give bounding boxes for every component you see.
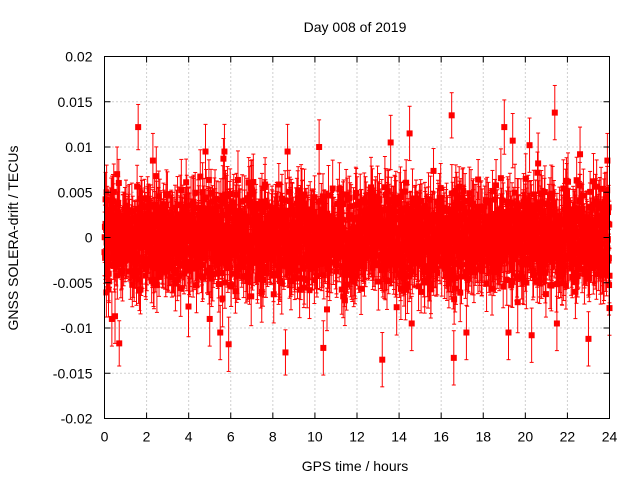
data-marker [160, 256, 167, 263]
data-marker [134, 183, 141, 190]
data-marker [192, 189, 199, 196]
data-marker [233, 191, 240, 198]
data-marker [234, 176, 241, 183]
data-marker [164, 268, 171, 275]
data-marker [228, 282, 235, 289]
data-marker [129, 281, 136, 288]
data-marker [245, 244, 252, 251]
data-marker [181, 219, 188, 226]
data-marker [208, 190, 215, 197]
data-marker [163, 216, 170, 223]
data-marker [229, 204, 236, 211]
data-marker [172, 280, 179, 287]
data-marker [115, 179, 122, 186]
data-marker [147, 259, 154, 266]
data-marker [250, 253, 257, 260]
data-marker [155, 193, 162, 200]
data-marker [219, 295, 226, 302]
data-marker [185, 303, 192, 310]
data-marker [177, 249, 184, 256]
data-marker [137, 207, 144, 214]
data-marker [245, 216, 252, 223]
data-marker [247, 232, 254, 239]
data-marker [156, 273, 163, 280]
data-marker [106, 255, 113, 262]
data-marker [217, 196, 224, 203]
data-marker [110, 188, 117, 195]
data-marker [176, 272, 183, 279]
data-marker [232, 288, 239, 295]
chart-title: Day 008 of 2019 [304, 19, 407, 35]
data-marker [174, 212, 181, 219]
data-marker [248, 263, 255, 270]
data-marker [205, 269, 212, 276]
data-marker [209, 206, 216, 213]
data-marker [104, 212, 111, 219]
data-marker [207, 264, 214, 271]
data-marker [245, 179, 252, 186]
data-marker [183, 202, 190, 209]
data-marker [208, 275, 215, 282]
data-marker [143, 233, 150, 240]
data-marker [248, 293, 255, 300]
data-marker [174, 276, 181, 283]
data-marker [224, 260, 231, 267]
data-marker [227, 264, 234, 271]
data-marker [171, 270, 178, 277]
data-points [101, 84, 613, 388]
data-marker [183, 179, 190, 186]
data-marker [205, 176, 212, 183]
data-marker [147, 203, 154, 210]
data-marker [227, 215, 234, 222]
data-marker [203, 194, 210, 201]
data-marker [215, 281, 222, 288]
data-marker [138, 195, 145, 202]
data-marker [178, 187, 185, 194]
data-marker [117, 233, 124, 240]
data-marker [249, 187, 256, 194]
data-marker [109, 198, 116, 205]
data-marker [220, 155, 227, 162]
data-marker [142, 266, 149, 273]
data-marker [258, 205, 265, 212]
data-marker [128, 208, 135, 215]
data-marker [238, 259, 245, 266]
data-marker [152, 265, 159, 272]
data-marker [193, 282, 200, 289]
data-marker [153, 173, 160, 180]
data-marker [197, 173, 204, 180]
data-marker [144, 259, 151, 266]
data-marker [227, 191, 234, 198]
data-marker [136, 242, 143, 249]
data-marker [164, 191, 171, 198]
data-marker [199, 189, 206, 196]
data-marker [200, 274, 207, 281]
data-marker [182, 259, 189, 266]
data-marker [190, 265, 197, 272]
data-marker [190, 205, 197, 212]
data-marker [244, 195, 251, 202]
data-marker [195, 204, 202, 211]
data-marker [174, 242, 181, 249]
data-marker [168, 273, 175, 280]
data-marker [126, 216, 133, 223]
data-marker [219, 243, 226, 250]
data-marker [235, 266, 242, 273]
data-marker [177, 285, 184, 292]
data-marker [137, 286, 144, 293]
data-marker [250, 179, 257, 186]
